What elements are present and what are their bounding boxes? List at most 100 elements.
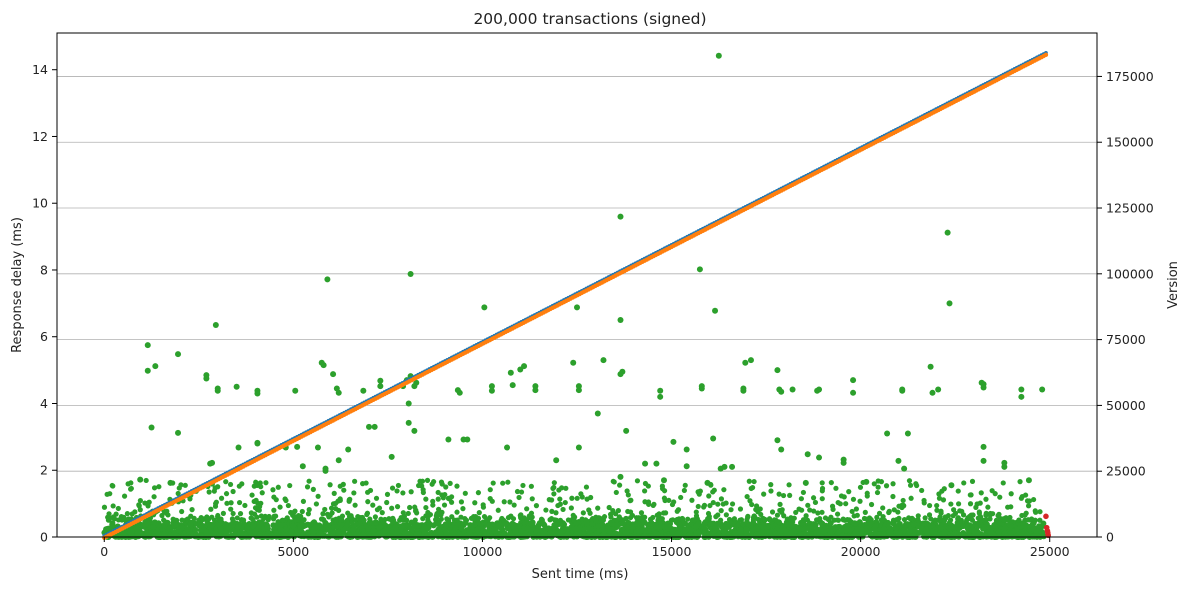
data-point — [955, 488, 961, 494]
data-point — [569, 495, 575, 501]
data-point — [151, 494, 157, 500]
outlier-point — [696, 266, 703, 273]
data-point — [987, 510, 994, 517]
data-point — [977, 500, 983, 506]
data-point — [256, 507, 262, 513]
data-point — [175, 490, 181, 497]
outlier-point — [137, 476, 144, 483]
data-point — [315, 493, 321, 499]
data-point — [915, 517, 921, 523]
data-point — [389, 505, 395, 511]
data-point — [305, 511, 311, 517]
data-point — [976, 510, 982, 516]
outlier-point — [411, 427, 418, 434]
data-point — [804, 517, 811, 523]
data-point — [524, 525, 531, 532]
data-point — [856, 519, 863, 526]
data-point — [935, 532, 942, 539]
data-point — [875, 478, 881, 484]
data-point — [215, 512, 221, 519]
data-point — [876, 510, 883, 516]
data-point — [410, 521, 417, 528]
data-point — [950, 513, 956, 519]
data-point — [693, 509, 699, 515]
data-point — [336, 515, 342, 521]
outlier-point — [670, 438, 677, 445]
outlier-point — [1018, 386, 1025, 393]
data-point — [1025, 503, 1032, 509]
data-point — [945, 513, 951, 519]
data-point — [583, 484, 590, 490]
data-point — [436, 528, 443, 535]
data-point — [986, 532, 993, 539]
data-point — [197, 533, 204, 540]
data-point — [599, 526, 606, 533]
data-point — [376, 505, 383, 511]
data-point — [819, 509, 825, 515]
data-point — [657, 523, 664, 530]
outlier-point — [575, 444, 582, 451]
data-point — [187, 521, 194, 528]
data-point — [151, 519, 158, 526]
outlier-point — [324, 276, 331, 283]
outlier-point — [710, 435, 717, 442]
data-point — [425, 517, 431, 523]
data-point — [1032, 508, 1038, 514]
data-point — [120, 516, 127, 522]
data-point — [282, 526, 289, 533]
data-point — [254, 514, 260, 520]
data-point — [441, 502, 448, 508]
data-point — [682, 482, 688, 488]
data-point — [695, 503, 701, 510]
data-point — [204, 529, 211, 536]
data-point — [1018, 495, 1024, 501]
outlier-point — [850, 389, 857, 396]
outlier-point — [740, 385, 747, 392]
data-point — [893, 517, 900, 523]
data-point — [284, 515, 290, 521]
data-point — [881, 517, 888, 523]
data-point — [128, 528, 135, 535]
data-point — [270, 487, 276, 493]
data-point — [723, 500, 729, 506]
data-point — [892, 524, 899, 531]
data-point — [710, 489, 716, 495]
data-point — [351, 490, 357, 496]
data-point — [175, 527, 182, 534]
data-point — [574, 495, 580, 501]
outlier-point — [377, 383, 384, 390]
outlier-point — [411, 383, 418, 390]
data-point — [875, 484, 881, 490]
data-point — [761, 491, 767, 497]
data-point — [803, 513, 809, 519]
data-point — [520, 482, 526, 489]
data-point — [849, 508, 855, 515]
data-point — [968, 512, 974, 518]
data-point — [841, 494, 847, 500]
data-point — [244, 525, 251, 532]
data-point — [822, 515, 829, 521]
data-point — [110, 483, 116, 489]
data-point — [400, 510, 406, 516]
data-point — [940, 517, 946, 523]
data-point — [500, 532, 507, 539]
data-point — [128, 480, 134, 486]
data-point — [1008, 504, 1014, 510]
data-point — [500, 480, 506, 486]
outlier-point — [388, 453, 395, 460]
outlier-point — [335, 457, 342, 464]
y2-axis-label: Version — [1166, 261, 1181, 309]
data-point — [328, 505, 335, 511]
data-point — [1040, 520, 1047, 527]
data-point — [248, 515, 254, 521]
data-point — [685, 532, 692, 539]
outlier-point — [704, 479, 711, 486]
data-point — [218, 495, 225, 501]
outlier-point — [980, 457, 987, 464]
data-point — [846, 489, 852, 495]
y-tick-label: 0 — [40, 530, 48, 545]
data-point — [926, 512, 933, 518]
version-series — [102, 50, 1049, 540]
data-point — [310, 486, 316, 492]
outlier-point — [742, 359, 749, 366]
